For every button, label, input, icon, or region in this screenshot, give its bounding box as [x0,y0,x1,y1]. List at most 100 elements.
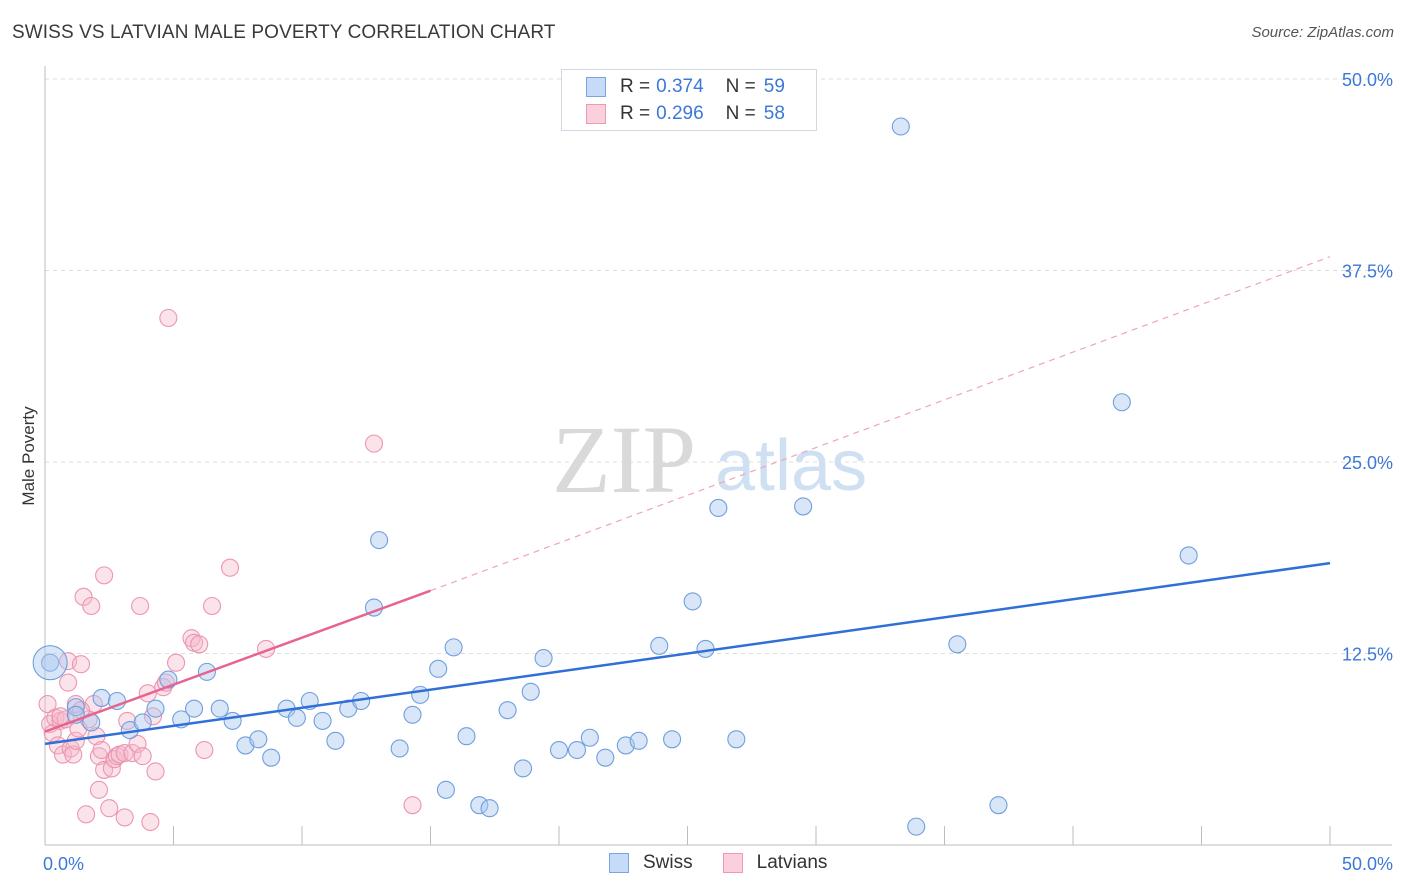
swiss-point-44 [629,731,648,750]
swiss-point-13 [223,711,242,730]
legend-r-value-swiss: 0.374 [656,76,704,97]
watermark-zip: ZIP [552,406,696,513]
latvians-point-27 [100,799,119,818]
swiss-points [32,117,1198,836]
swiss-trendline [44,561,1331,746]
legend-swatch-latvians [722,853,743,873]
legend-swatch-swiss [586,77,606,97]
legend-row-swiss: R = 0.374 N = 59 [586,75,785,99]
swiss-point-55 [989,796,1008,815]
latvians-point-51 [220,558,240,577]
legend-n-value-latvians: 58 [763,103,785,124]
swiss-point-40 [567,740,587,760]
latvians-trendline [44,589,431,733]
swiss-point-52 [891,117,910,136]
latvians-point-42 [146,762,165,781]
legend-n-value-swiss: 59 [763,76,785,97]
swiss-point-35 [498,701,517,720]
latvians-point-50 [203,596,222,616]
swiss-cluster-point [32,645,68,681]
latvians-point-24 [92,740,111,760]
y-axis-label: Male Poverty [19,406,38,506]
x-tick-label-min: 0.0% [43,854,84,874]
swiss-point-30 [436,780,455,799]
swiss-point-51 [794,497,813,516]
latvians-point-55 [51,707,70,726]
latvians-point-17 [77,805,96,824]
axes [44,66,1392,846]
stats-legend: R = 0.374 N = 59 R = 0.296 N = 58 [561,69,817,131]
y-tick-label-3: 50.0% [1342,70,1393,90]
swiss-point-47 [683,592,702,611]
latvians-point-26 [95,566,114,585]
swiss-point-7 [146,699,165,718]
watermark: ZIP atlas [552,406,867,513]
swiss-point-36 [513,759,533,778]
latvians-point-33 [115,744,134,763]
latvians-point-53 [364,434,384,453]
swiss-point-20 [313,711,332,730]
latvians-point-11 [64,745,83,764]
latvians-point-45 [167,653,186,672]
latvians-point-44 [159,308,178,328]
y-tick-label-0: 12.5% [1342,645,1393,665]
legend-r-label: R = [620,103,651,124]
latvians-point-35 [123,744,142,763]
latvians-point-0 [38,695,57,714]
swiss-point-33 [470,796,489,815]
swiss-point-56 [1112,393,1131,412]
legend-r-label: R = [620,76,651,97]
swiss-point-32 [457,727,476,746]
latvians-point-9 [59,673,78,692]
latvians-point-40 [141,812,160,832]
swiss-point-57 [1179,546,1198,565]
swiss-point-45 [650,636,669,655]
legend-label-swiss: Swiss [643,852,693,873]
legend-item-latvians[interactable]: Latvians [722,852,828,874]
swiss-point-38 [534,649,553,668]
swiss-point-16 [262,748,281,767]
swiss-point-3 [92,688,111,707]
latvians-point-38 [133,747,152,766]
swiss-point-1 [66,698,85,717]
legend-n-label: N = [725,103,756,124]
swiss-point-18 [287,708,306,727]
latvians-point-37 [131,596,150,616]
latvians-point-48 [190,635,209,654]
legend-swatch-latvians [586,104,606,124]
swiss-point-34 [480,799,499,818]
swiss-point-15 [249,730,268,749]
swiss-point-54 [948,635,967,654]
latvians-point-15 [71,655,91,674]
legend-n-label: N = [725,76,756,97]
latvians-point-16 [74,587,93,606]
legend-item-swiss[interactable]: Swiss [609,852,693,874]
latvians-points [38,308,422,832]
swiss-point-0 [41,653,60,672]
latvians-trendline-extension [430,256,1331,592]
chart-title: SWISS VS LATVIAN MALE POVERTY CORRELATIO… [12,22,556,43]
gridlines [45,78,1392,654]
legend-swatch-swiss [609,853,629,873]
tick-labels: 12.5% 25.0% 37.5% 50.0% 0.0% 50.0% [43,70,1393,874]
swiss-point-39 [549,740,569,760]
swiss-point-10 [185,699,204,718]
swiss-point-27 [403,705,422,724]
latvians-point-23 [89,780,109,799]
swiss-point-12 [210,699,229,718]
x-tick-label-max: 50.0% [1342,854,1393,874]
latvians-point-49 [195,740,214,760]
latvians-point-32 [115,808,134,827]
swiss-point-28 [411,685,430,704]
swiss-point-25 [370,531,389,550]
latvians-point-19 [82,596,101,616]
legend-label-latvians: Latvians [756,852,828,873]
swiss-point-53 [907,817,926,836]
swiss-point-37 [521,682,540,701]
swiss-point-21 [326,731,345,750]
trendlines [44,256,1331,746]
source-label: Source: ZipAtlas.com [1251,24,1394,41]
swiss-point-49 [709,498,728,518]
swiss-point-29 [429,659,448,678]
swiss-point-50 [727,730,746,749]
